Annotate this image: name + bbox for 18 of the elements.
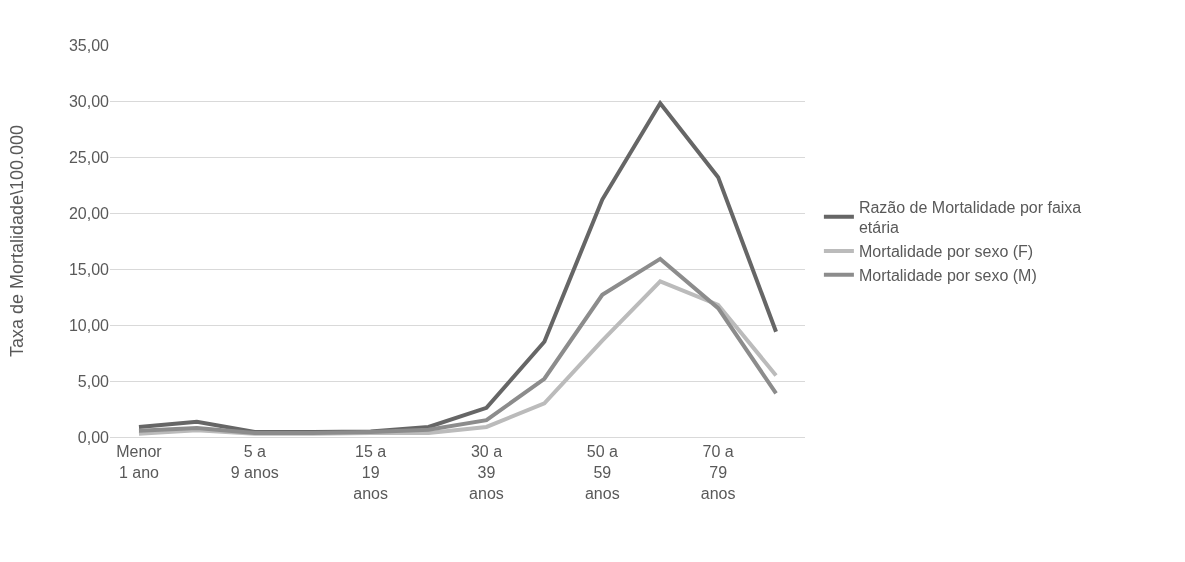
y-axis-title: Taxa de Mortalidade\100.000: [7, 124, 28, 358]
y-tick-label: 20,00: [68, 204, 110, 222]
y-tick-label: 35,00: [68, 36, 110, 54]
y-tick-label: 15,00: [68, 260, 110, 278]
x-tick-label: 30 a 39 anos: [469, 443, 504, 502]
legend-label: Razão de Mortalidade por faixa etária: [858, 198, 1082, 237]
x-tick-label: 15 a 19 anos: [353, 443, 388, 502]
y-tick-label: 10,00: [68, 316, 110, 334]
y-tick-label: 30,00: [68, 92, 110, 110]
y-tick-label: 25,00: [68, 148, 110, 166]
x-tick-label: 70 a 79 anos: [700, 443, 736, 502]
y-tick-label: 0,00: [77, 428, 110, 446]
y-tick-label: 5,00: [77, 372, 110, 390]
x-tick-label: 5 a 9 anos: [230, 443, 279, 481]
x-tick-label: 50 a 59 anos: [584, 443, 620, 502]
legend-label: Mortalidade por sexo (M): [858, 267, 1037, 285]
legend-label: Mortalidade por sexo (F): [858, 243, 1034, 261]
x-tick-label: Menor 1 ano: [116, 443, 163, 481]
